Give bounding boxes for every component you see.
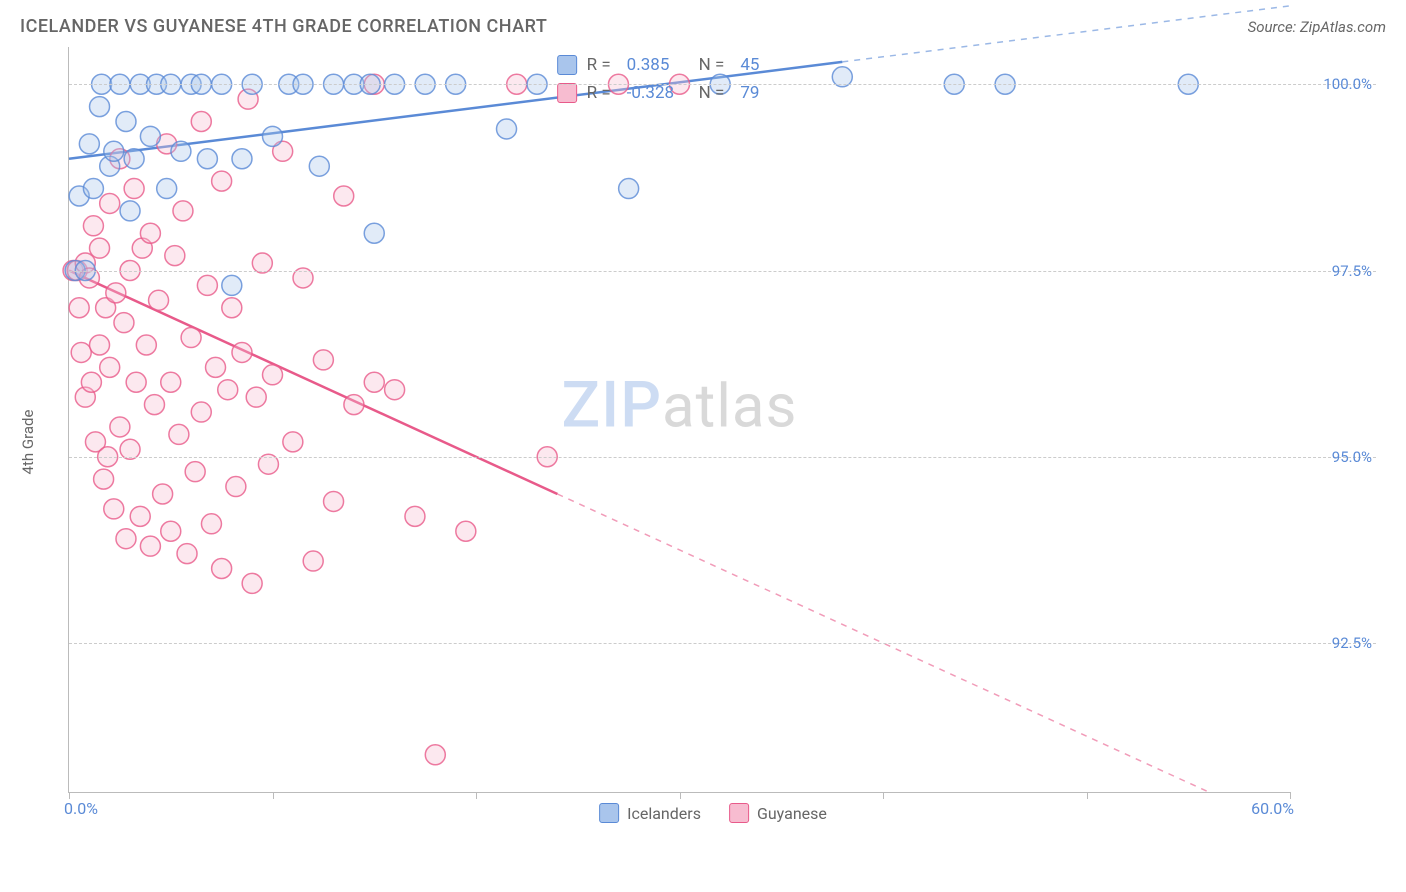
plot-outer: 4th Grade ZIPatlas R = 0.385 N = 45 R = xyxy=(50,47,1376,837)
n-value-icelanders: 45 xyxy=(740,51,796,79)
x-max-label: 60.0% xyxy=(1251,799,1294,818)
legend-label-icelanders: Icelanders xyxy=(627,804,701,823)
correlation-row-guyanese: R = -0.328 N = 79 xyxy=(557,79,803,107)
correlation-row-icelanders: R = 0.385 N = 45 xyxy=(557,51,803,79)
r-label: R = xyxy=(587,79,611,107)
chart-container: ICELANDER VS GUYANESE 4TH GRADE CORRELAT… xyxy=(0,0,1406,892)
legend-item-icelanders: Icelanders xyxy=(599,803,701,823)
r-value-guyanese: -0.328 xyxy=(627,79,683,107)
n-label: N = xyxy=(699,51,725,79)
series-legend: Icelanders Guyanese xyxy=(599,803,827,823)
n-value-guyanese: 79 xyxy=(740,79,796,107)
legend-item-guyanese: Guyanese xyxy=(729,803,827,823)
y-axis-label: 4th Grade xyxy=(19,410,37,475)
swatch-guyanese-icon xyxy=(557,83,577,103)
scatter-points-layer xyxy=(69,47,1290,792)
correlation-legend: R = 0.385 N = 45 R = -0.328 N = 79 xyxy=(557,51,803,107)
y-tick-label: 92.5% xyxy=(1332,634,1372,652)
swatch-icelanders-icon xyxy=(599,803,619,823)
r-value-icelanders: 0.385 xyxy=(627,51,683,79)
y-tick-label: 97.5% xyxy=(1332,262,1372,280)
source-attribution: Source: ZipAtlas.com xyxy=(1248,18,1386,36)
chart-title: ICELANDER VS GUYANESE 4TH GRADE CORRELAT… xyxy=(20,16,547,37)
swatch-guyanese-icon xyxy=(729,803,749,823)
x-min-label: 0.0% xyxy=(64,799,98,818)
y-tick-label: 95.0% xyxy=(1332,448,1372,466)
plot-area: ZIPatlas R = 0.385 N = 45 R = -0.328 N =… xyxy=(68,47,1290,793)
legend-label-guyanese: Guyanese xyxy=(757,804,827,823)
y-tick-label: 100.0% xyxy=(1323,75,1372,93)
r-label: R = xyxy=(587,51,611,79)
swatch-icelanders-icon xyxy=(557,55,577,75)
n-label: N = xyxy=(699,79,725,107)
